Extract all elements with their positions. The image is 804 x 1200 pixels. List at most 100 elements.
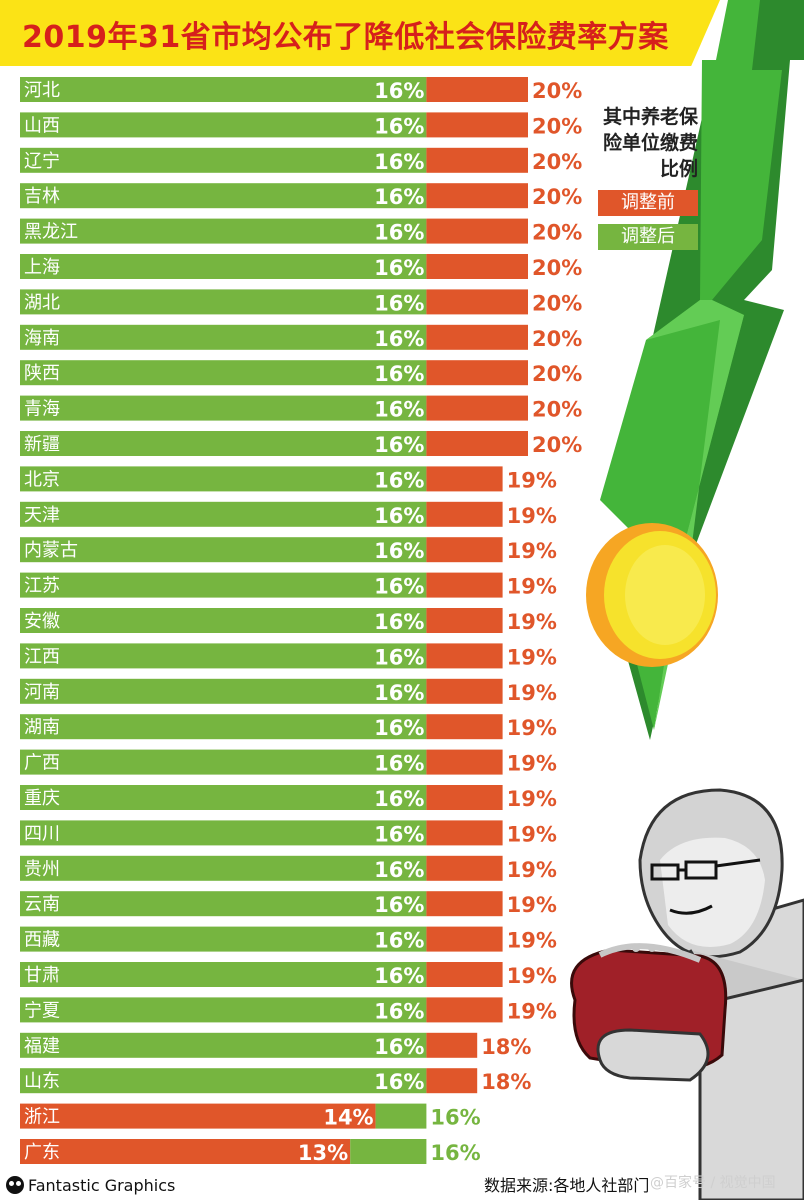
value-label-before: 19% [507,999,557,1023]
bar-after [20,218,427,244]
value-label-before: 20% [532,150,582,174]
bar-after [350,1139,427,1164]
bar-after [20,997,427,1023]
bar-before [426,77,528,102]
bar-before [426,147,528,173]
bar-after [20,395,427,421]
value-label-after: 16% [374,752,424,776]
value-label-after: 16% [374,79,424,103]
bar-after [20,572,427,598]
province-label: 黑龙江 [24,222,78,243]
value-label-after: 16% [374,362,424,386]
bar-before [426,360,528,386]
value-label-after: 16% [374,822,424,846]
legend-before: 调整前 [598,190,698,216]
value-label-after: 16% [374,716,424,740]
bar-after [20,1032,427,1058]
bar-after [20,324,427,350]
brand: Fantastic Graphics [6,1176,175,1195]
value-label-after: 16% [374,150,424,174]
bar-before [426,466,503,492]
value-label-after: 16% [374,575,424,599]
elderly-man-illustration [570,788,804,1200]
bar-before [426,1068,478,1094]
province-label: 西藏 [24,930,60,951]
legend-title: 其中养老保险单位缴费比例 [602,106,698,180]
bar-after [20,643,427,669]
value-label-after: 16% [374,858,424,882]
legend-after: 调整后 [598,224,698,250]
bar-before [426,891,503,917]
province-label: 浙江 [24,1107,60,1128]
province-label: 山东 [24,1071,60,1092]
province-label: 吉林 [24,186,60,207]
bar-before [426,749,503,775]
bar-after [20,254,427,279]
bar-before [426,431,528,456]
value-label-before: 20% [532,185,582,209]
bar-after [20,466,427,492]
bar-after [20,714,427,740]
province-label: 江西 [24,646,60,667]
value-label-before: 19% [507,787,557,811]
brand-logo-icon [6,1176,24,1194]
value-label-after: 16% [374,893,424,917]
value-label-after: 16% [430,1106,480,1130]
bar-before [20,1139,351,1164]
value-label-before: 19% [507,645,557,669]
bar-before [426,289,528,315]
value-label-before: 19% [507,893,557,917]
value-label-before: 13% [298,1141,348,1165]
bar-after [20,749,427,775]
bar-before [426,1032,478,1058]
bar-after [20,785,427,810]
province-label: 重庆 [24,788,60,809]
value-label-before: 20% [532,291,582,315]
value-label-after: 16% [374,114,424,138]
bar-after [20,501,427,527]
province-label: 陕西 [24,363,60,384]
province-label: 河南 [24,682,60,703]
bar-after [20,183,427,209]
data-source: 数据来源:各地人社部门 [484,1176,650,1195]
value-label-before: 18% [481,1070,531,1094]
bar-before [426,926,503,952]
province-label: 内蒙古 [24,540,78,561]
title-banner: 2019年31省市均公布了降低社会保险费率方案 [0,0,720,66]
bar-after [20,1068,427,1094]
value-label-after: 16% [374,610,424,634]
value-label-before: 20% [532,433,582,457]
bar-after [20,820,427,846]
value-label-before: 19% [507,681,557,705]
value-label-after: 16% [374,504,424,528]
value-label-before: 19% [507,929,557,953]
province-label: 广东 [24,1142,60,1163]
bar-after [20,537,427,563]
value-label-before: 20% [532,398,582,422]
bar-after [20,678,427,704]
province-label: 北京 [24,469,60,490]
bar-before [426,254,528,279]
value-label-after: 16% [430,1141,480,1165]
value-label-after: 16% [374,185,424,209]
province-label: 上海 [24,257,60,278]
value-label-before: 19% [507,716,557,740]
bar-before [426,572,503,598]
bar-before [426,820,503,846]
province-label: 新疆 [24,434,60,455]
value-label-before: 19% [507,575,557,599]
value-label-before: 14% [323,1106,373,1130]
value-label-after: 16% [374,964,424,988]
province-label: 天津 [24,505,60,526]
bar-after [20,360,427,386]
bar-after [20,608,427,633]
province-label: 辽宁 [24,151,60,172]
value-label-before: 19% [507,752,557,776]
province-label: 宁夏 [24,1000,60,1021]
value-label-before: 19% [507,539,557,563]
province-label: 山西 [24,115,60,136]
province-label: 湖北 [24,292,60,313]
bar-before [426,218,528,244]
